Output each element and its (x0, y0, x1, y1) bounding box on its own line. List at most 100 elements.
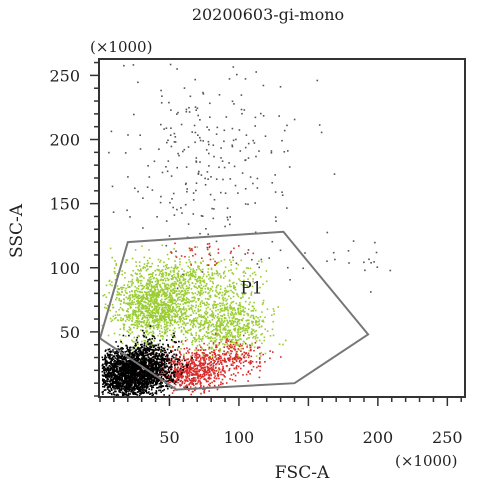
data-point (226, 285, 229, 288)
data-point (242, 361, 245, 364)
data-point (195, 279, 198, 281)
data-point (155, 274, 157, 276)
data-point (211, 310, 213, 312)
data-point (165, 295, 167, 298)
data-point (259, 316, 262, 318)
data-point (239, 307, 242, 310)
data-point (146, 298, 148, 300)
data-point (128, 304, 131, 306)
data-point (222, 373, 224, 376)
data-point (223, 375, 225, 377)
data-point (227, 312, 229, 314)
data-point (229, 378, 231, 380)
data-point (210, 373, 212, 375)
data-point (188, 384, 190, 386)
data-point (167, 296, 170, 299)
data-point (196, 356, 198, 358)
data-point (145, 284, 147, 287)
data-point (176, 305, 179, 308)
data-point (132, 295, 135, 297)
data-point (204, 297, 207, 300)
data-point (180, 296, 182, 298)
data-point (264, 352, 267, 355)
data-point (118, 292, 121, 294)
data-point (131, 320, 133, 322)
data-point (188, 259, 190, 261)
data-point (223, 336, 226, 339)
data-point (152, 359, 155, 362)
data-point (168, 284, 170, 287)
data-point (223, 335, 225, 338)
data-point (252, 314, 254, 317)
data-point (130, 284, 133, 287)
data-point (159, 312, 162, 315)
data-point (160, 373, 162, 376)
data-point (151, 320, 154, 323)
data-point (231, 317, 234, 319)
data-point (140, 288, 143, 291)
data-point (141, 303, 144, 306)
data-point (234, 329, 236, 332)
data-point (218, 354, 221, 356)
data-point (174, 265, 177, 267)
data-point (148, 316, 151, 319)
data-point (122, 392, 124, 394)
data-point (207, 271, 209, 273)
data-point (153, 298, 156, 301)
data-point (226, 365, 228, 367)
data-point (227, 359, 230, 362)
data-point (230, 264, 233, 266)
data-point (198, 360, 201, 362)
data-point (188, 292, 190, 294)
data-point (214, 353, 216, 355)
data-point (205, 379, 207, 381)
data-point (210, 314, 213, 316)
data-point (199, 338, 201, 340)
data-point (227, 314, 229, 317)
data-point (133, 323, 135, 326)
data-point (161, 274, 164, 276)
data-point (145, 323, 147, 326)
data-point (218, 367, 220, 369)
data-point (196, 357, 199, 359)
data-point (209, 294, 212, 297)
data-point (243, 351, 245, 354)
data-point (235, 352, 238, 355)
data-point (121, 288, 123, 291)
data-point (156, 306, 158, 308)
data-point (154, 284, 157, 286)
data-point (136, 317, 138, 319)
data-point (125, 314, 127, 317)
data-point (230, 374, 233, 376)
data-point (168, 375, 170, 378)
data-point (227, 335, 230, 338)
data-point (136, 323, 138, 326)
data-point (215, 309, 217, 312)
data-point (223, 307, 226, 309)
data-point (216, 295, 218, 298)
data-point (229, 285, 231, 288)
data-point (122, 366, 125, 369)
data-point (116, 350, 119, 353)
data-point (237, 311, 239, 314)
data-point (143, 307, 145, 310)
data-point (212, 351, 215, 354)
data-point (198, 279, 201, 282)
data-point (190, 369, 193, 371)
data-point (178, 327, 180, 329)
data-point (178, 284, 180, 286)
data-point (172, 306, 174, 308)
data-point (228, 352, 230, 354)
data-point (257, 317, 259, 319)
data-point (125, 259, 128, 261)
data-point (239, 333, 242, 336)
data-point (193, 320, 195, 323)
data-point (114, 377, 116, 379)
data-point (252, 305, 255, 308)
data-point (166, 375, 169, 378)
data-point (157, 304, 160, 306)
data-point (181, 382, 183, 385)
data-point (194, 349, 196, 351)
data-point (218, 343, 221, 346)
data-point (104, 375, 107, 377)
